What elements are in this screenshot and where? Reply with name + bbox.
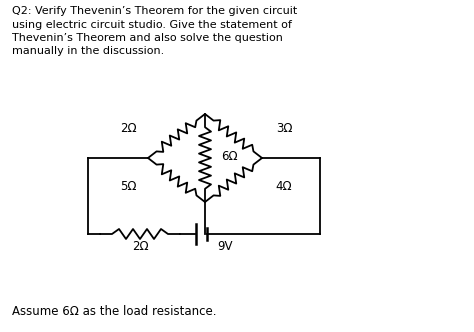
Text: using electric circuit studio. Give the statement of: using electric circuit studio. Give the … xyxy=(12,20,292,30)
Text: Assume 6Ω as the load resistance.: Assume 6Ω as the load resistance. xyxy=(12,305,217,318)
Text: 3Ω: 3Ω xyxy=(276,122,292,134)
Text: 9V: 9V xyxy=(217,240,233,254)
Text: Q2: Verify Thevenin’s Theorem for the given circuit: Q2: Verify Thevenin’s Theorem for the gi… xyxy=(12,6,297,16)
Text: 4Ω: 4Ω xyxy=(276,180,292,193)
Text: Thevenin’s Theorem and also solve the question: Thevenin’s Theorem and also solve the qu… xyxy=(12,33,283,43)
Text: manually in the discussion.: manually in the discussion. xyxy=(12,46,164,56)
Text: 5Ω: 5Ω xyxy=(120,180,136,193)
Text: 2Ω: 2Ω xyxy=(120,122,137,134)
Text: 2Ω: 2Ω xyxy=(132,240,148,254)
Text: 6Ω: 6Ω xyxy=(221,149,237,162)
